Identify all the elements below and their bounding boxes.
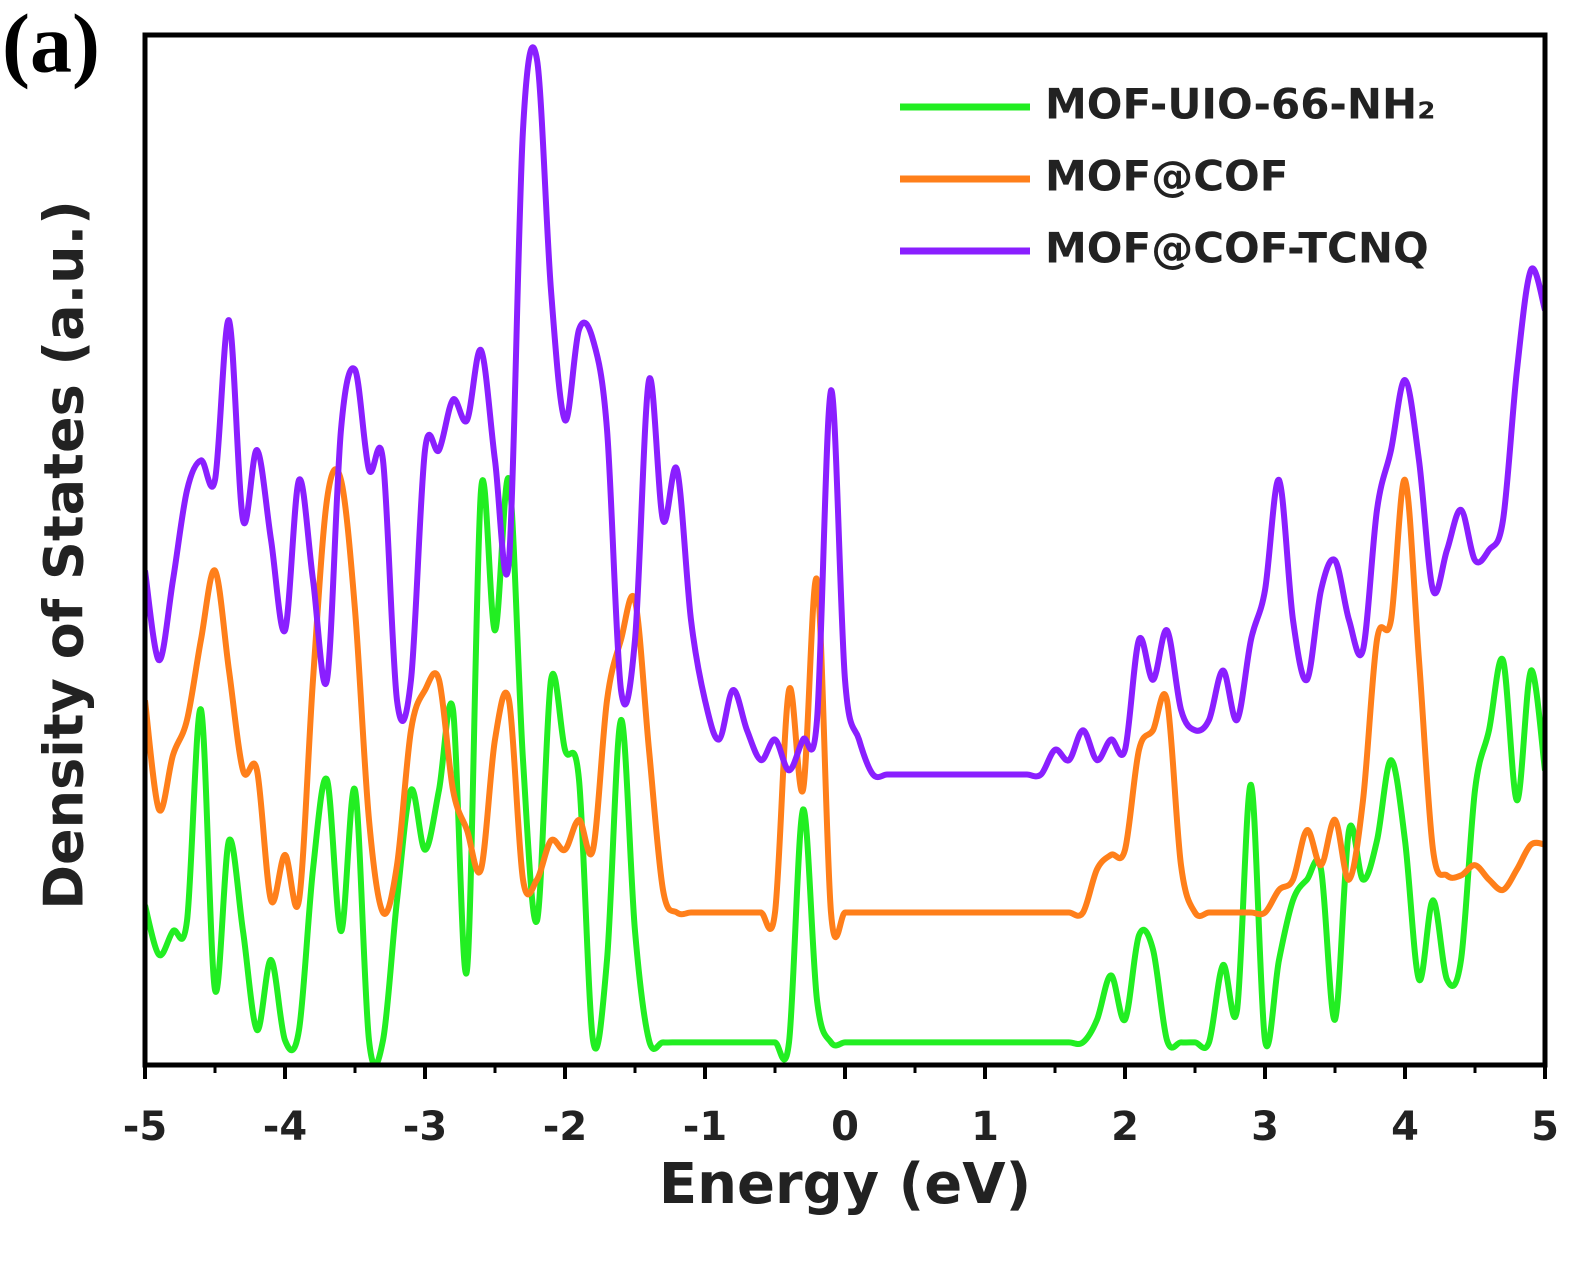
x-tick-label: -5 xyxy=(123,1104,167,1150)
x-tick-label: 0 xyxy=(831,1104,859,1150)
x-axis-label: Energy (eV) xyxy=(659,1152,1031,1217)
legend-label: MOF-UIO-66-NH₂ xyxy=(1045,80,1436,129)
x-tick-label: 5 xyxy=(1531,1104,1559,1150)
x-tick-label: -2 xyxy=(543,1104,587,1150)
series-line xyxy=(145,44,1545,781)
legend-label: MOF@COF-TCNQ xyxy=(1045,224,1429,273)
x-tick-label: -4 xyxy=(263,1104,307,1150)
series-line xyxy=(145,466,1545,941)
y-axis-label: Density of States (a.u.) xyxy=(33,200,96,910)
x-tick-label: -1 xyxy=(683,1104,727,1150)
legend-label: MOF@COF xyxy=(1045,152,1288,201)
x-tick-label: 3 xyxy=(1251,1104,1279,1150)
x-tick-label: -3 xyxy=(403,1104,447,1150)
x-tick-label: 4 xyxy=(1391,1104,1419,1150)
x-tick-label: 1 xyxy=(971,1104,999,1150)
panel-label: (a) xyxy=(2,0,100,90)
plot-lines xyxy=(145,44,1545,1065)
x-tick-label: 2 xyxy=(1111,1104,1139,1150)
